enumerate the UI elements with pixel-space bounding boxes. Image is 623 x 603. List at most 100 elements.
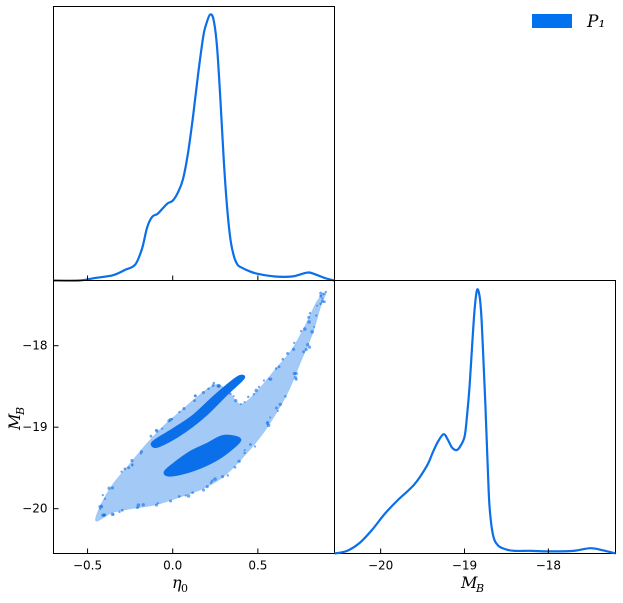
joint-point xyxy=(131,463,134,466)
joint-point xyxy=(243,449,246,452)
legend-swatch xyxy=(532,14,572,28)
joint-point xyxy=(201,390,205,395)
joint-point xyxy=(324,290,327,294)
joint-point xyxy=(118,510,121,514)
joint-point xyxy=(257,385,261,389)
joint-point xyxy=(307,320,311,324)
joint-point xyxy=(232,395,235,398)
joint-point xyxy=(310,330,314,334)
joint-point xyxy=(226,474,230,477)
joint-point xyxy=(319,302,322,306)
joint-point xyxy=(127,466,131,470)
mb-y-tick-label: −19 xyxy=(22,420,47,434)
mb-density-line xyxy=(334,288,616,555)
joint-point xyxy=(209,481,213,484)
joint-point xyxy=(212,381,216,385)
eta0-marginal-ticks xyxy=(87,275,259,281)
joint-point xyxy=(101,494,104,497)
joint-point xyxy=(293,341,296,345)
joint-point xyxy=(136,503,141,507)
joint-point xyxy=(194,394,197,398)
joint-point xyxy=(193,399,196,403)
joint-point xyxy=(239,403,242,406)
joint-point xyxy=(154,503,158,507)
joint-point xyxy=(304,348,308,352)
legend-label: P₁ xyxy=(586,12,605,32)
joint-contours xyxy=(95,290,327,522)
joint-point xyxy=(320,294,323,297)
joint-inner-region xyxy=(163,434,242,477)
joint-point xyxy=(229,392,232,395)
joint-point xyxy=(233,465,237,469)
joint-point xyxy=(274,406,278,410)
panel-mb-marginal: −20 −19 −18 xyxy=(334,280,616,573)
joint-point xyxy=(292,347,296,351)
joint-point xyxy=(156,502,159,505)
mb-x-tick-label: −18 xyxy=(536,559,561,573)
eta0-density-line xyxy=(53,13,335,282)
mb-y-tick-label: −18 xyxy=(22,339,47,353)
joint-point xyxy=(99,507,102,510)
svg-text:M: M xyxy=(5,413,24,431)
joint-point xyxy=(277,365,281,369)
svg-text:B: B xyxy=(14,407,27,416)
joint-y-ticks: −18 −19 −20 xyxy=(22,339,59,516)
joint-point xyxy=(217,384,221,388)
xlabel-mb: M B xyxy=(460,573,484,595)
panel-mb-marginal-frame xyxy=(334,280,616,554)
joint-point xyxy=(182,406,186,411)
joint-x-ticks: −0.5 0.0 0.5 xyxy=(73,548,267,573)
joint-point xyxy=(220,389,225,394)
joint-point xyxy=(315,314,318,317)
joint-point xyxy=(120,470,123,473)
joint-inner-region xyxy=(150,374,246,449)
joint-point xyxy=(224,389,228,393)
joint-point xyxy=(120,508,124,512)
joint-point xyxy=(110,486,115,490)
joint-point xyxy=(252,393,256,396)
ylabel-mb: M B xyxy=(5,407,27,431)
joint-point xyxy=(306,343,310,347)
mb-x-tick-label: −20 xyxy=(368,559,393,573)
joint-point xyxy=(184,494,187,497)
joint-point xyxy=(278,402,282,407)
joint-point xyxy=(191,491,194,494)
joint-point xyxy=(269,416,272,419)
joint-point xyxy=(234,398,238,403)
joint-point xyxy=(207,387,210,391)
joint-boundary-points xyxy=(98,290,327,517)
joint-point xyxy=(139,450,144,454)
joint-point xyxy=(149,434,153,438)
joint-point xyxy=(307,315,311,319)
joint-point xyxy=(102,514,106,517)
joint-point xyxy=(167,419,171,423)
joint-point xyxy=(322,292,325,296)
joint-point xyxy=(211,384,215,387)
joint-point xyxy=(321,297,324,300)
joint-point xyxy=(177,495,181,498)
mb-x-ticks: −20 −19 −18 xyxy=(368,548,561,573)
svg-text:0: 0 xyxy=(181,582,188,595)
joint-point xyxy=(274,367,278,370)
joint-point xyxy=(303,327,307,331)
joint-point xyxy=(307,345,312,349)
joint-point xyxy=(205,485,209,489)
panel-joint: −0.5 0.0 0.5 −18 −19 −20 xyxy=(22,280,335,573)
joint-point xyxy=(262,379,266,382)
joint-point xyxy=(221,475,225,479)
joint-point xyxy=(319,291,323,295)
joint-point xyxy=(99,504,103,508)
joint-point xyxy=(302,350,306,354)
joint-point xyxy=(130,458,134,463)
joint-point xyxy=(276,409,279,413)
joint-point xyxy=(313,325,316,328)
eta0-x-tick-label: 0.5 xyxy=(248,559,267,573)
joint-point xyxy=(243,451,246,455)
mb-y-tick-label: −20 xyxy=(22,502,47,516)
joint-point xyxy=(112,513,115,516)
joint-point xyxy=(286,351,290,356)
joint-point xyxy=(281,357,285,361)
joint-point xyxy=(247,395,250,399)
joint-point xyxy=(308,312,312,315)
